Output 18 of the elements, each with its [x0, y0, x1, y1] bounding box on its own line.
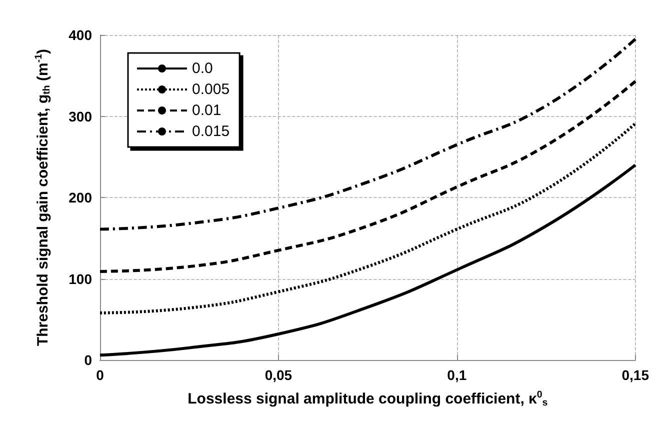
x-tick-label: 0,15: [622, 367, 650, 383]
legend-label: 0.005: [192, 81, 230, 98]
y-tick-label: 100: [68, 270, 92, 287]
y-tick-label: 400: [68, 27, 92, 43]
y-tick-label: 300: [68, 108, 92, 124]
line-series: [98, 38, 637, 231]
y-tick-label: 200: [68, 190, 92, 206]
y-axis-title: Threshold signal gain coefficient, gth (m-1): [34, 48, 52, 346]
x-tick-label: 0: [96, 367, 104, 383]
line-series: [98, 164, 637, 357]
x-tick-label: 0,1: [447, 367, 467, 383]
legend-label: 0.015: [192, 123, 230, 140]
legend-label: 0.01: [192, 102, 222, 119]
y-tick-label: 0: [84, 352, 92, 368]
line-series: [98, 122, 637, 314]
x-tick-label: 0,05: [264, 367, 292, 383]
line-series: [98, 80, 637, 273]
legend-label: 0.0: [192, 60, 213, 77]
